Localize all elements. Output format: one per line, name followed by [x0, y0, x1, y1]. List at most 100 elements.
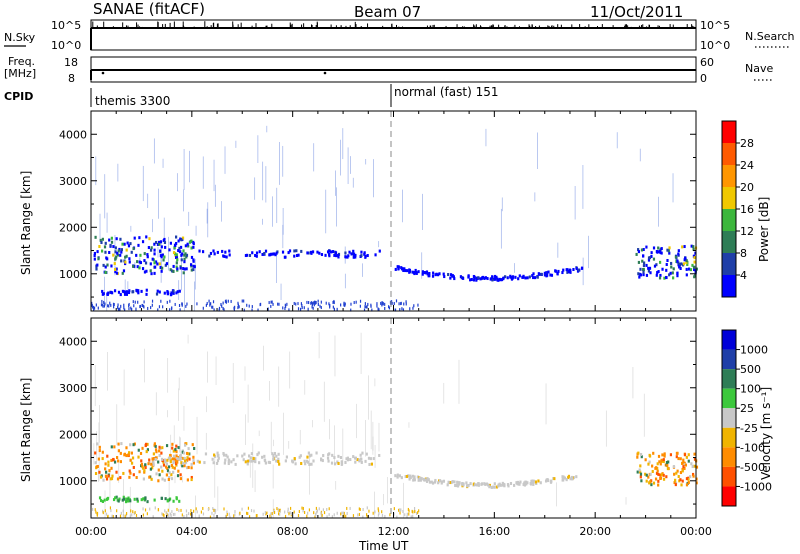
vel-cell: [336, 460, 339, 464]
power-cell: [693, 268, 696, 272]
vel-ground-mark: [306, 514, 308, 518]
vel-cell: [98, 470, 101, 474]
vel-cell: [451, 480, 454, 484]
vel-cell: [169, 454, 172, 458]
power-cell: [656, 271, 659, 275]
power-ground-mark: [380, 301, 382, 305]
vel-ground-mark: [316, 510, 318, 514]
vel-ground-mark: [95, 510, 97, 514]
power-cell: [126, 241, 129, 245]
vel-cell: [163, 478, 166, 482]
power-cell: [190, 268, 193, 272]
vel-cell: [244, 460, 247, 464]
vel-ground-mark: [408, 512, 410, 516]
vel-ground-mark: [404, 513, 406, 517]
vel-cell: [110, 477, 114, 481]
vel-cbar-swatch: [722, 369, 736, 389]
power-cell: [121, 242, 124, 246]
power-ground-mark: [117, 303, 119, 307]
power-cell: [658, 276, 662, 280]
power-ground-mark: [104, 302, 106, 306]
vel-cell: [685, 477, 689, 481]
power-cell: [141, 267, 145, 271]
vel-cell: [181, 450, 184, 454]
vel-cell: [192, 459, 195, 463]
vel-cell: [117, 499, 120, 503]
vel-cell: [523, 481, 526, 485]
power-cell: [244, 254, 248, 258]
vel-ground-mark: [318, 507, 320, 511]
vel-cell: [680, 483, 683, 487]
power-cell: [216, 250, 219, 254]
vel-cell: [144, 496, 147, 500]
vel-cell: [107, 463, 110, 467]
power-cell: [150, 246, 153, 250]
vel-cell: [344, 461, 347, 465]
vel-cell: [94, 472, 98, 476]
power-cell: [263, 251, 266, 255]
power-ground-mark: [160, 299, 162, 303]
power-ground-mark: [409, 307, 411, 311]
power-cell: [261, 252, 264, 256]
power-cell: [344, 251, 347, 255]
vel-cell: [254, 460, 257, 464]
vel-cell: [400, 476, 403, 480]
power-cell: [104, 270, 107, 274]
vel-cell: [345, 457, 348, 461]
nsky-frame: [90, 19, 697, 51]
power-cell: [431, 274, 435, 278]
vel-cell: [234, 462, 237, 466]
power-cell: [176, 267, 179, 271]
vel-cell: [125, 497, 128, 501]
power-cell: [647, 258, 651, 262]
vel-cell: [115, 456, 119, 460]
power-ground-mark: [308, 301, 310, 305]
power-ground-mark: [157, 308, 159, 312]
vel-cell: [196, 459, 199, 463]
vel-cbar-swatch: [722, 486, 736, 506]
power-ground-mark: [169, 299, 171, 303]
vel-cell: [226, 455, 229, 459]
vel-cell: [649, 472, 652, 476]
power-cell: [677, 261, 680, 265]
vel-cell: [652, 451, 655, 455]
vel-cell: [277, 457, 280, 461]
vel-ground-mark: [278, 508, 281, 512]
vel-cell: [131, 456, 135, 460]
power-ground-mark: [205, 303, 207, 307]
power-cell: [438, 272, 441, 276]
plot-title: SANAE (fitACF): [93, 0, 205, 18]
power-cell: [326, 250, 330, 254]
power-ground-mark: [120, 304, 122, 308]
power-cell: [425, 270, 429, 274]
power-cell: [659, 273, 662, 277]
power-cell: [166, 292, 169, 296]
power-cell: [99, 238, 102, 242]
vel-cell: [320, 457, 323, 461]
vel-cell: [108, 469, 111, 473]
vel-cell: [545, 478, 548, 482]
vel-ground-mark: [202, 506, 204, 510]
vel-cell: [654, 477, 658, 481]
power-y-tick-label: 3000: [59, 175, 87, 188]
power-cell: [692, 247, 695, 251]
vel-cell: [179, 477, 183, 481]
power-ground-mark: [293, 301, 295, 305]
power-cell: [477, 276, 480, 280]
vel-ground-mark: [314, 515, 316, 519]
vel-cell: [509, 481, 513, 485]
power-ground-mark: [278, 302, 280, 306]
vel-ground-mark: [144, 508, 147, 512]
power-ground-mark: [286, 302, 288, 306]
vel-ground-mark: [406, 515, 408, 519]
vel-cell: [565, 478, 568, 482]
vel-cell: [561, 478, 564, 482]
power-ground-mark: [332, 305, 334, 309]
power-colorbar: 4 8 12 16 20 24 28: [721, 120, 754, 298]
power-ground-mark: [313, 303, 315, 307]
power-cell: [192, 268, 195, 272]
vel-cell: [682, 461, 685, 465]
power-cell: [185, 253, 189, 257]
vel-cell: [299, 454, 302, 458]
vel-cell: [193, 446, 196, 450]
